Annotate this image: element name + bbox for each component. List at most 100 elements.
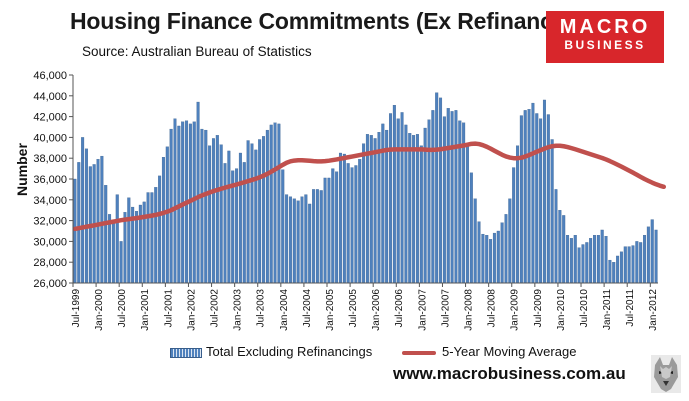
bar-95 (439, 97, 443, 284)
moving-average-line (72, 141, 667, 232)
x-tick-label: Jan-2003 (233, 289, 244, 331)
bar-104 (473, 198, 477, 284)
bar-76 (365, 134, 369, 284)
y-tick-label: 28,000 (33, 257, 67, 269)
bar-20 (150, 192, 154, 284)
bar-110 (496, 230, 500, 284)
bar-125 (554, 189, 558, 284)
x-tick-label: Jul-2008 (487, 289, 498, 328)
bar-149 (646, 226, 650, 284)
bar-72 (350, 167, 354, 284)
x-tick-label: Jul-2003 (256, 289, 267, 328)
bar-126 (558, 210, 562, 284)
bar-90 (419, 145, 423, 284)
bar-14 (127, 197, 131, 284)
bar-111 (500, 222, 504, 284)
bar-37 (215, 135, 219, 284)
legend-item-bars: Total Excluding Refinancings (170, 344, 372, 359)
bar-78 (373, 138, 377, 284)
bar-45 (246, 140, 250, 284)
website-url: www.macrobusiness.com.au (393, 364, 626, 383)
logo-line-2: BUSINESS (564, 38, 646, 52)
bar-55 (285, 194, 289, 284)
bar-120 (535, 113, 539, 284)
bar-83 (392, 105, 396, 284)
x-tick-label: Jan-2006 (371, 289, 382, 331)
bar-82 (389, 113, 393, 284)
bar-99 (454, 110, 458, 284)
bar-135 (593, 235, 596, 284)
x-tick-label: Jan-2008 (463, 289, 474, 331)
bar-34 (204, 129, 208, 284)
bar-112 (504, 214, 508, 284)
bar-141 (616, 255, 620, 284)
bar-115 (516, 145, 520, 284)
bar-92 (427, 119, 431, 284)
bar-121 (539, 118, 543, 284)
bar-124 (550, 139, 554, 284)
bar-57 (292, 198, 296, 284)
bar-8 (104, 185, 108, 284)
bar-50 (265, 129, 269, 284)
bar-6 (96, 159, 100, 284)
legend-label-bars: Total Excluding Refinancings (206, 344, 373, 359)
x-tick-label: Jan-2012 (648, 289, 659, 331)
bar-118 (527, 109, 531, 284)
bar-122 (542, 99, 546, 284)
legend-label-line: 5-Year Moving Average (442, 344, 577, 359)
bar-series (73, 92, 658, 284)
bar-147 (639, 242, 643, 284)
bar-38 (219, 144, 223, 284)
x-tick-label: Jan-2010 (556, 289, 567, 331)
bar-119 (531, 102, 535, 284)
bar-71 (346, 163, 350, 284)
bar-117 (523, 110, 527, 284)
bar-81 (385, 129, 389, 284)
bar-62 (312, 189, 316, 284)
bar-139 (608, 259, 612, 284)
bar-73 (354, 165, 358, 284)
x-tick-label: Jul-2002 (209, 289, 220, 328)
legend-swatch-line (402, 350, 436, 355)
y-tick-label: 40,000 (33, 132, 67, 144)
bar-65 (323, 177, 327, 284)
x-tick-label: Jul-2007 (440, 289, 451, 328)
bar-142 (619, 251, 623, 284)
chart-title: Housing Finance Commitments (Ex Refinanc… (70, 8, 607, 34)
y-tick-label: 32,000 (33, 216, 67, 228)
bar-96 (442, 116, 446, 284)
y-tick-label: 42,000 (33, 112, 67, 124)
bar-58 (296, 200, 300, 284)
wolf-face-icon (651, 355, 681, 393)
bar-98 (450, 111, 454, 284)
bar-66 (327, 177, 331, 284)
bar-13 (123, 212, 127, 284)
bar-150 (650, 219, 654, 284)
bar-35 (208, 145, 212, 284)
bar-56 (288, 196, 292, 284)
y-tick-label: 34,000 (33, 195, 67, 207)
bar-114 (512, 167, 516, 284)
x-tick-label: Jul-2001 (163, 289, 174, 328)
bar-105 (477, 221, 481, 284)
bar-79 (377, 132, 381, 284)
bar-19 (146, 192, 150, 284)
bar-74 (358, 159, 362, 284)
bar-116 (519, 115, 523, 284)
x-tick-label: Jul-2000 (117, 289, 128, 328)
bar-94 (435, 92, 439, 284)
macrobusiness-logo: MACRO BUSINESS (546, 11, 664, 63)
y-tick-label: 44,000 (33, 91, 67, 103)
bar-33 (200, 128, 204, 284)
bar-102 (465, 144, 469, 284)
bar-143 (623, 246, 627, 284)
bar-3 (84, 148, 88, 284)
bar-97 (446, 108, 450, 284)
bar-130 (573, 235, 577, 284)
bar-146 (635, 241, 639, 284)
bar-131 (577, 247, 581, 284)
bar-64 (319, 190, 323, 284)
legend-item-line: 5-Year Moving Average (402, 344, 576, 359)
bar-77 (369, 135, 373, 284)
